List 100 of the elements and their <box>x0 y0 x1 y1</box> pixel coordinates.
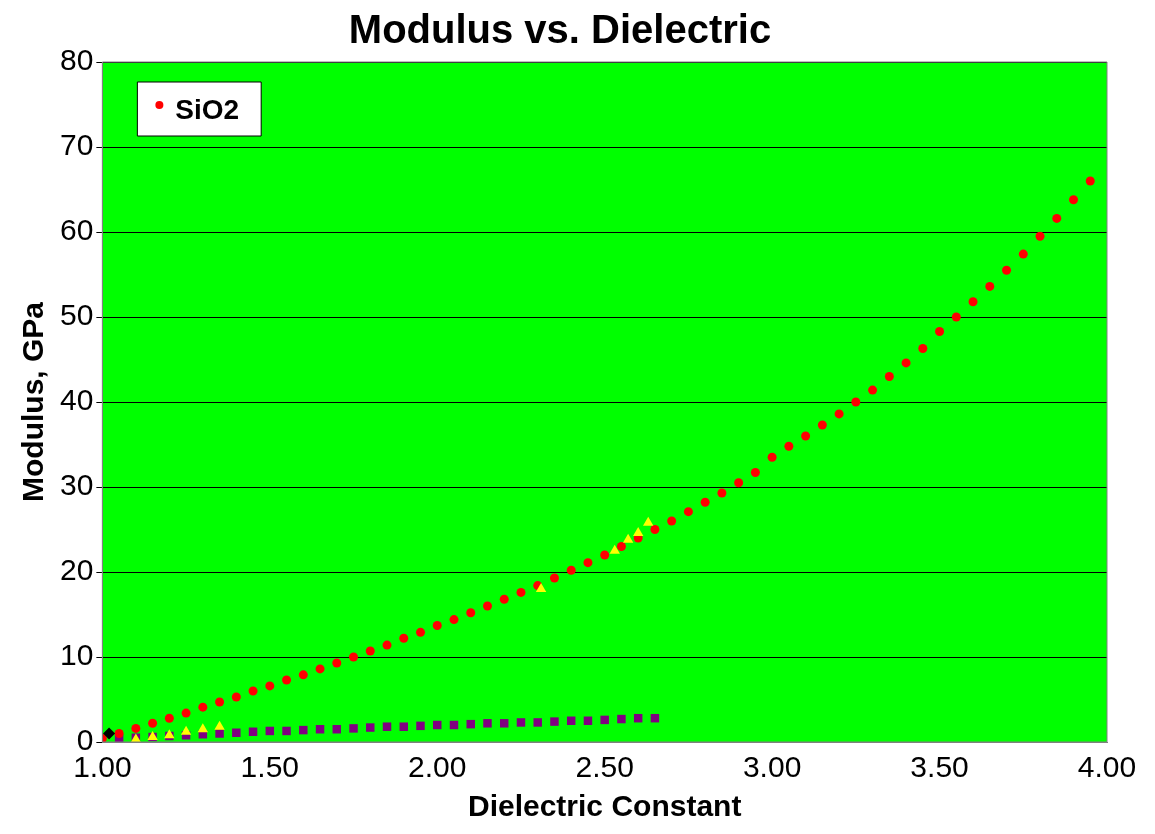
point <box>667 516 677 526</box>
point <box>215 697 225 707</box>
point <box>399 722 408 731</box>
point <box>232 728 241 737</box>
point <box>643 516 654 526</box>
point <box>951 312 961 322</box>
point <box>750 468 760 478</box>
point <box>622 533 634 543</box>
x-tick-label: 4.00 <box>1077 750 1137 784</box>
point <box>365 646 375 656</box>
y-tick-label: 50 <box>59 298 94 332</box>
point <box>1035 231 1045 241</box>
point <box>382 640 392 650</box>
point <box>884 372 894 381</box>
point <box>1052 213 1062 223</box>
point <box>466 608 476 618</box>
point <box>103 727 116 740</box>
point <box>516 587 526 597</box>
point <box>214 720 225 730</box>
point <box>717 488 727 498</box>
point <box>148 718 158 728</box>
x-tick-label: 2.50 <box>575 750 634 784</box>
point <box>248 686 258 696</box>
x-tick-label: 2.00 <box>408 750 467 784</box>
y-tick-label: 60 <box>59 213 94 247</box>
point <box>315 664 325 674</box>
point <box>516 718 526 727</box>
x-axis-title: Dielectric Constant <box>467 789 742 823</box>
point <box>935 326 945 336</box>
point <box>416 721 425 731</box>
point <box>683 507 693 517</box>
point <box>466 719 475 729</box>
y-tick-label: 40 <box>59 383 94 417</box>
point <box>632 526 644 536</box>
point <box>918 343 928 353</box>
point <box>834 409 844 419</box>
point <box>609 544 620 554</box>
point <box>399 633 409 643</box>
y-axis-title: Modulus, GPa <box>16 301 50 503</box>
point <box>197 723 209 733</box>
point <box>1069 195 1079 205</box>
point <box>985 281 995 291</box>
point <box>164 713 174 723</box>
point <box>282 726 291 736</box>
point <box>298 670 308 680</box>
point <box>550 717 559 726</box>
point <box>180 725 192 735</box>
point <box>499 719 509 728</box>
point <box>566 565 576 575</box>
point <box>499 594 509 604</box>
point <box>801 431 811 441</box>
point <box>1002 265 1012 275</box>
point <box>198 702 208 712</box>
point <box>131 723 141 733</box>
point <box>600 715 609 725</box>
y-tick-label: 80 <box>59 43 94 77</box>
point <box>231 692 241 702</box>
point <box>432 621 442 631</box>
y-tick-label: 30 <box>59 468 94 502</box>
point <box>299 725 308 735</box>
point <box>616 542 626 551</box>
point <box>483 719 492 728</box>
point <box>901 358 911 368</box>
point <box>535 583 547 592</box>
point <box>617 714 626 724</box>
point <box>784 441 794 451</box>
y-tick-label: 70 <box>59 128 94 162</box>
point <box>482 601 492 611</box>
y-tick-label: 20 <box>59 553 94 587</box>
point <box>265 681 275 691</box>
point <box>416 627 425 637</box>
chart-title: Modulus vs. Dielectric <box>348 7 772 52</box>
point <box>968 297 978 307</box>
point <box>583 558 593 568</box>
point <box>549 573 559 583</box>
x-tick-label: 3.50 <box>910 750 969 784</box>
point <box>366 723 375 732</box>
point <box>817 420 827 430</box>
point <box>215 729 224 738</box>
point <box>868 385 878 395</box>
x-tick-label: 1.50 <box>240 750 299 784</box>
point <box>282 675 292 685</box>
point <box>650 525 660 534</box>
y-tick-label: 10 <box>59 638 94 672</box>
point <box>349 724 358 733</box>
point <box>114 729 124 738</box>
point <box>349 652 359 662</box>
point <box>533 718 542 727</box>
point <box>382 722 392 731</box>
legend-label: SiO2 <box>175 93 240 125</box>
point <box>767 452 777 462</box>
point <box>1018 249 1028 259</box>
point <box>449 615 459 625</box>
point <box>332 658 342 668</box>
point <box>851 397 861 407</box>
x-tick-label: 3.00 <box>742 750 802 784</box>
point <box>1085 176 1095 186</box>
point <box>181 708 191 718</box>
point <box>700 497 710 507</box>
point <box>734 478 744 488</box>
